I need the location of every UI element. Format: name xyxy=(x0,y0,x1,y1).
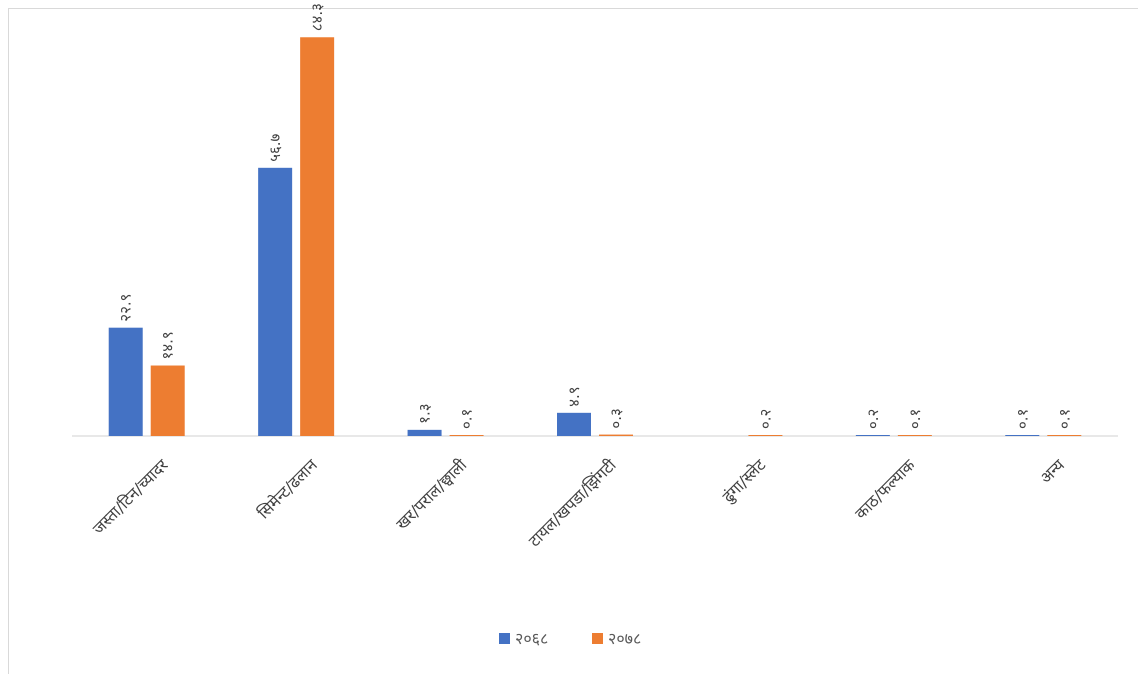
category-label-6: अन्य xyxy=(1036,455,1068,487)
category-label-5: काठ/फल्याक xyxy=(851,455,919,523)
legend-label-1: २०७८ xyxy=(608,629,641,648)
bar-s1-c4 xyxy=(748,435,783,436)
data-label-s1-c3: ०.३ xyxy=(607,408,625,428)
data-label-s0-c1: ५६.७ xyxy=(266,133,284,161)
bar-s0-c3 xyxy=(557,412,591,436)
legend-label-0: २०६८ xyxy=(515,629,548,648)
bar-s1-c0 xyxy=(150,365,185,436)
bar-s0-c5 xyxy=(855,435,890,436)
category-label-4: ढुंगा/स्लेट xyxy=(718,455,770,507)
category-label-2: खर/पराल/छ्वाली xyxy=(392,455,471,534)
legend: २०६८ २०७८ xyxy=(499,629,641,648)
category-label-0: जस्ता/टिन/च्यादर xyxy=(89,455,172,538)
data-label-s1-c1: ८४.३ xyxy=(308,3,326,31)
bar-s1-c2 xyxy=(449,435,484,436)
data-label-s1-c0: १४.९ xyxy=(159,331,177,359)
bar-s0-c1 xyxy=(258,167,293,436)
chart-frame xyxy=(8,8,1138,674)
data-label-s0-c5: ०.२ xyxy=(864,409,882,429)
data-label-s0-c0: २२.९ xyxy=(117,294,135,322)
category-label-3: टायल/खपडा/झिंगटी xyxy=(525,455,621,551)
bar-s0-c6 xyxy=(1005,435,1040,436)
bar-s1-c5 xyxy=(897,435,932,436)
bar-s1-c3 xyxy=(599,434,633,436)
bar-s0-c2 xyxy=(407,429,442,436)
data-label-s1-c4: ०.२ xyxy=(756,409,774,429)
data-label-s1-c5: ०.१ xyxy=(906,409,924,429)
data-label-s0-c2: १.३ xyxy=(416,403,434,423)
data-label-s0-c3: ४.९ xyxy=(565,386,583,406)
legend-swatch-0 xyxy=(499,633,510,644)
bar-s0-c0 xyxy=(108,327,143,436)
bar-s1-c1 xyxy=(300,37,335,437)
data-label-s1-c2: ०.१ xyxy=(458,409,476,429)
legend-swatch-1 xyxy=(592,633,603,644)
category-label-1: सिमेन्ट/ढलान xyxy=(254,455,322,523)
bar-s1-c6 xyxy=(1047,435,1082,436)
data-label-s0-c6: ०.१ xyxy=(1013,409,1031,429)
data-label-s1-c6: ०.१ xyxy=(1055,409,1073,429)
